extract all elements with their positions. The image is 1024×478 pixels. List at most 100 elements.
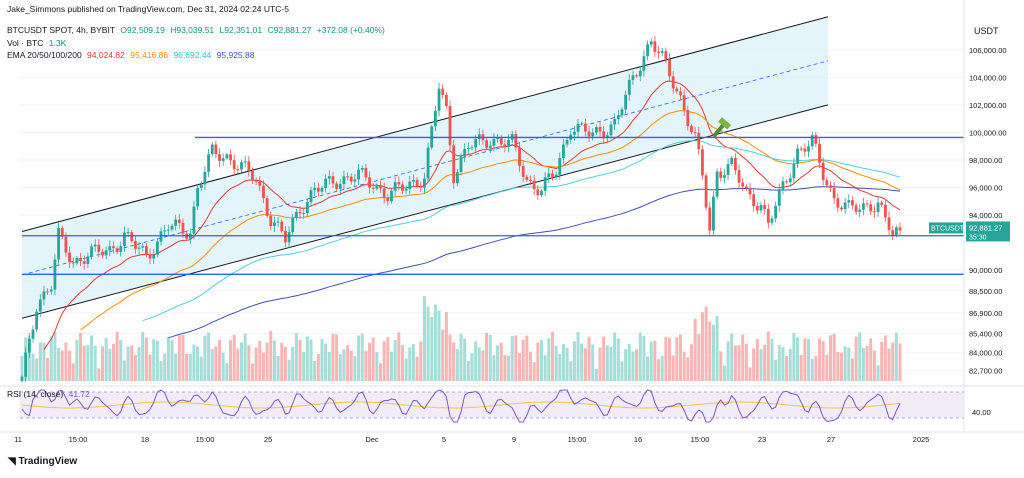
volume-bar [196,346,200,381]
candle [357,164,360,185]
candle [368,171,371,194]
candle-body [558,158,562,175]
volume-bar [796,337,800,381]
candle-body [225,154,229,159]
volume-bar [335,334,339,381]
candle-body [313,187,317,191]
candle [818,138,821,169]
candle [638,65,642,82]
candle [551,169,554,181]
candle-body [423,178,426,188]
volume-bar [163,353,167,381]
candle [693,127,697,138]
candle [386,193,390,206]
candle-body [598,127,602,132]
volume-bar [97,368,101,381]
volume-bar [243,333,247,381]
volume-bar [207,332,211,381]
volume-bar [561,344,565,381]
candle [419,181,423,192]
candle-body [404,188,408,191]
volume-bar [686,357,690,381]
candle-body [690,125,693,133]
volume-bar [543,355,547,381]
candle-body [788,178,792,183]
candle-body [247,161,251,172]
volume-bar [324,343,328,381]
candle [316,182,320,197]
candle [174,214,178,231]
volume-line: Vol · BTC 1.3K [7,38,69,48]
volume-bar [759,349,763,381]
candle [525,174,529,183]
candle-body [349,176,353,182]
candle [177,213,181,229]
volume-bar [726,341,730,381]
candle [664,47,668,63]
candle-body [251,171,254,181]
volume-bar [587,336,591,381]
candle [712,191,715,237]
candle [547,167,551,183]
volume-bar [598,347,602,381]
candle [788,173,792,187]
candle [675,86,679,94]
volume-bar [448,334,452,381]
candle-body [57,228,60,260]
candle [836,193,840,213]
volume-bar [353,356,357,381]
candle-body [126,232,130,234]
candle-body [810,135,814,147]
volume-bar [547,338,551,381]
candle-body [38,299,42,312]
volume-bar [631,351,635,381]
candle-body [741,182,745,187]
candle [82,255,86,270]
candle-body [818,143,821,163]
candle-body [455,172,459,184]
close-value: C92,881.27 [267,25,312,35]
volume-bar [210,349,214,381]
candle [821,157,825,186]
volume-bar [203,335,207,381]
volume-bar [580,343,584,381]
candle-body [627,79,631,95]
volume-bar [649,341,653,381]
candle [477,128,481,145]
low-value: L92,351.01 [219,25,263,35]
volume-bar [883,335,887,381]
x-tick-label: 2025 [913,435,930,444]
candle [704,172,708,211]
volume-bar [496,345,500,381]
volume-bar [499,342,503,381]
volume-bar [357,335,361,381]
x-tick-label: 25 [264,435,272,444]
candle-body [27,338,31,353]
candle-body [364,168,368,178]
candle [90,243,93,260]
high-value: H93,039.51 [170,25,215,35]
volume-bar [770,338,774,381]
candle [514,130,518,152]
candle-body [419,185,423,188]
volume-bar [825,354,829,381]
candle [251,167,254,185]
volume-bar [291,346,295,381]
volume-bar [503,355,507,381]
y-tick-label: 102,000.00 [969,101,1007,110]
volume-bar [148,354,152,381]
candle-body [412,179,415,182]
volume-bar [766,331,770,381]
volume-bar [671,355,675,381]
candle-body [829,185,832,188]
candle [141,242,145,252]
candle-body [737,170,741,183]
candle-body [657,51,660,53]
candle [232,154,236,176]
candle [580,121,584,126]
candle-body [851,200,854,206]
volume-bar [170,340,174,381]
volume-bar [565,347,569,381]
candle [594,124,598,135]
